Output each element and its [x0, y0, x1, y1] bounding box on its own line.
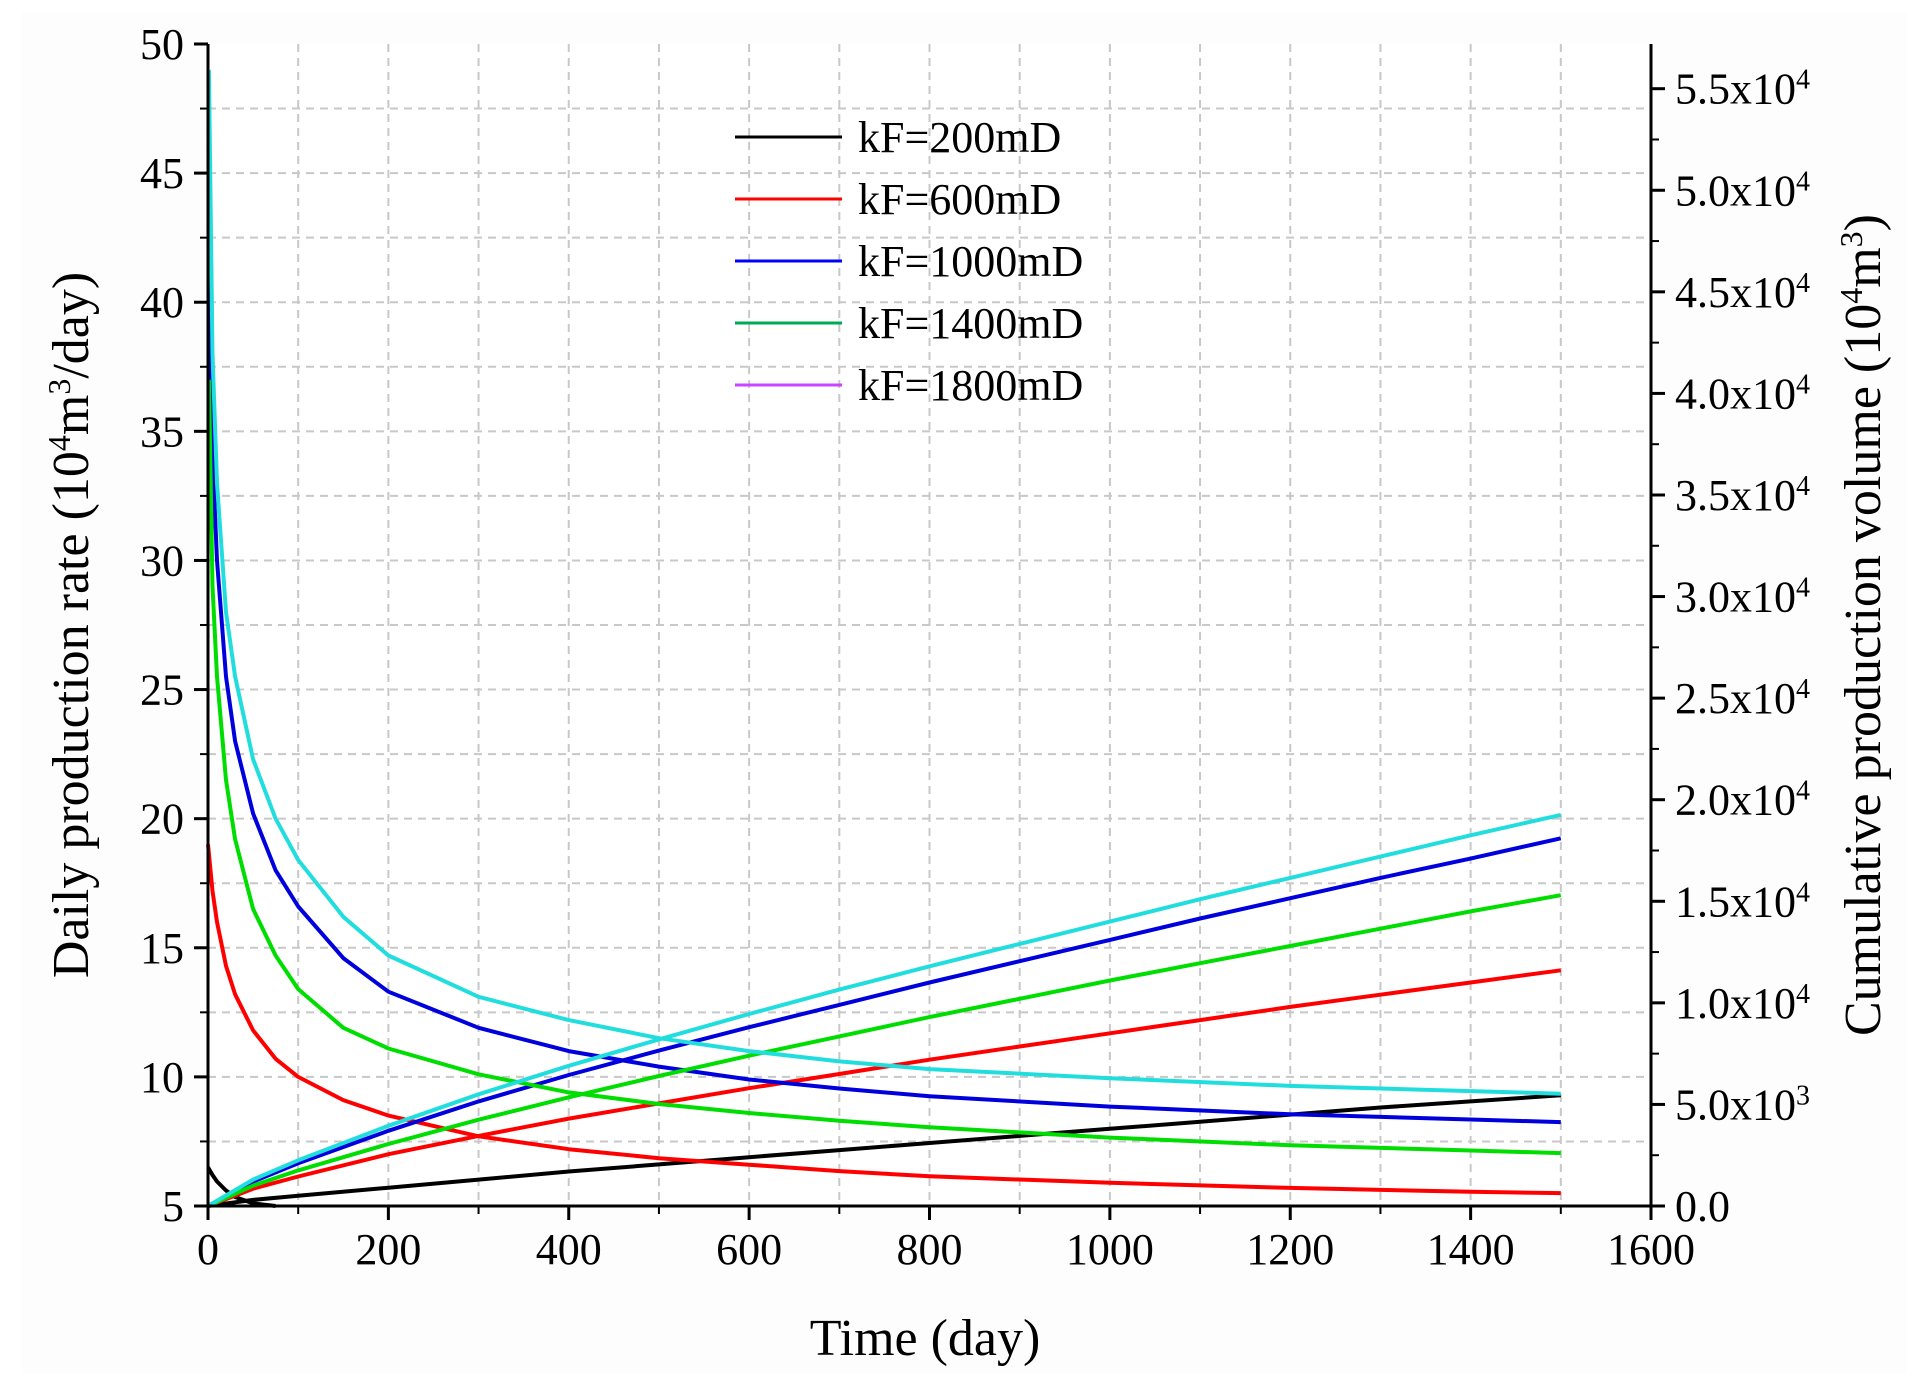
cumulative-line-kf-600md	[207, 968, 1562, 1208]
left-y-axis-title: Daily production rate (104m3/day)	[41, 272, 100, 978]
right-y-tick-label: 4.5x104	[1675, 267, 1810, 317]
right-y-tick-label: 2.5x104	[1675, 674, 1810, 724]
x-tick-label: 600	[716, 1225, 782, 1274]
right-y-tick-label: 4.0x104	[1675, 369, 1810, 419]
x-tick-label: 400	[536, 1225, 602, 1274]
rate-line-kf-1800md	[206, 69, 1561, 1096]
right-y-tick-label: 0.0	[1675, 1182, 1730, 1231]
x-tick-label: 800	[897, 1225, 963, 1274]
left-y-tick-label: 35	[140, 407, 184, 456]
right-y-tick-label: 5.5x104	[1675, 64, 1810, 114]
right-y-axis-title: Cumulative production volume (104m3)	[1833, 214, 1892, 1036]
x-tick-label: 200	[355, 1225, 421, 1274]
right-y-tick-label: 3.0x104	[1675, 572, 1810, 622]
legend-label-kf-200: kF=200mD	[858, 113, 1061, 162]
x-tick-label: 0	[197, 1225, 219, 1274]
legend: kF=200mD kF=600mD kF=1000mD kF=1400mD kF…	[735, 113, 1083, 410]
axes: 0 200 400 600 800 1000 1200 1400 1600 5 10 15 20 25 30…	[140, 20, 1810, 1274]
x-tick-label: 1000	[1066, 1225, 1154, 1274]
legend-label-kf-600: kF=600mD	[858, 175, 1061, 224]
rate-line-kf-600md	[206, 844, 1561, 1196]
rate-line-kf-200md	[206, 1166, 276, 1208]
legend-label-kf-1400: kF=1400mD	[858, 299, 1083, 348]
right-y-tick-label: 2.0x104	[1675, 775, 1810, 825]
cumulative-line-kf-1000md	[207, 836, 1562, 1208]
cumulative-line-kf-200md	[207, 1093, 1561, 1208]
legend-label-kf-1000: kF=1000mD	[858, 237, 1083, 286]
x-tick-label: 1400	[1427, 1225, 1515, 1274]
right-y-tick-label: 5.0x103	[1675, 1080, 1810, 1130]
left-y-tick-label: 50	[140, 20, 184, 69]
right-y-tick-label: 3.5x104	[1675, 470, 1810, 520]
left-y-tick-label: 40	[140, 278, 184, 327]
left-y-tick-label: 15	[140, 924, 184, 973]
grid	[208, 44, 1651, 1206]
right-y-tick-label: 1.5x104	[1675, 877, 1810, 927]
left-y-tick-label: 45	[140, 149, 184, 198]
x-axis-title: Time (day)	[810, 1310, 1041, 1367]
left-y-tick-label: 25	[140, 666, 184, 715]
rate-line-kf-1400md	[206, 379, 1561, 1156]
rate-line-kf-1000md	[206, 224, 1561, 1125]
x-tick-label: 1200	[1246, 1225, 1334, 1274]
left-y-tick-label: 10	[140, 1053, 184, 1102]
left-y-tick-label: 20	[140, 795, 184, 844]
cumulative-line-kf-1400md	[207, 893, 1562, 1208]
right-y-tick-label: 1.0x104	[1675, 978, 1810, 1028]
right-y-tick-label: 5.0x104	[1675, 166, 1810, 216]
series-lines	[206, 69, 1562, 1208]
left-y-tick-label: 5	[162, 1182, 184, 1231]
x-tick-label: 1600	[1607, 1225, 1695, 1274]
cumulative-line-kf-1800md	[206, 812, 1562, 1208]
left-y-tick-label: 30	[140, 536, 184, 585]
legend-label-kf-1800: kF=1800mD	[858, 361, 1083, 410]
